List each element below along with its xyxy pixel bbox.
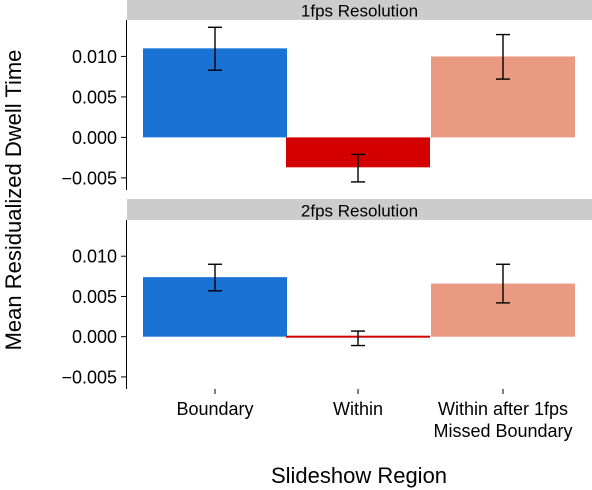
x-tick-label: Within after 1fps: [438, 399, 568, 419]
y-tick-label: 0.000: [72, 327, 117, 347]
y-axis-label: Mean Residualized Dwell Time: [1, 50, 26, 351]
facet-title: 1fps Resolution: [301, 2, 418, 21]
facet-title: 2fps Resolution: [301, 202, 418, 221]
y-tick-label: 0.005: [72, 287, 117, 307]
facet-panels: 1fps Resolution−0.0050.0000.0050.0102fps…: [61, 0, 592, 389]
y-tick-label: 0.010: [72, 47, 117, 67]
x-tick-label: Boundary: [176, 399, 253, 419]
x-tick-label: Missed Boundary: [433, 421, 572, 441]
x-axis-label: Slideshow Region: [271, 463, 447, 488]
y-tick-label: −0.005: [61, 168, 117, 188]
y-tick-label: 0.000: [72, 128, 117, 148]
facet-panel-2: 2fps Resolution −0.005 0.000 0.005 0.010: [61, 199, 592, 389]
facet-strip: [127, 199, 592, 220]
facet-panel-1: 1fps Resolution −0.005 0.000 0.005 0.010: [61, 0, 592, 190]
y-tick-label: 0.010: [72, 247, 117, 267]
y-tick-label: −0.005: [61, 367, 117, 387]
facet-strip: [127, 0, 592, 20]
x-tick-label: Within: [333, 399, 383, 419]
y-tick-label: 0.005: [72, 87, 117, 107]
